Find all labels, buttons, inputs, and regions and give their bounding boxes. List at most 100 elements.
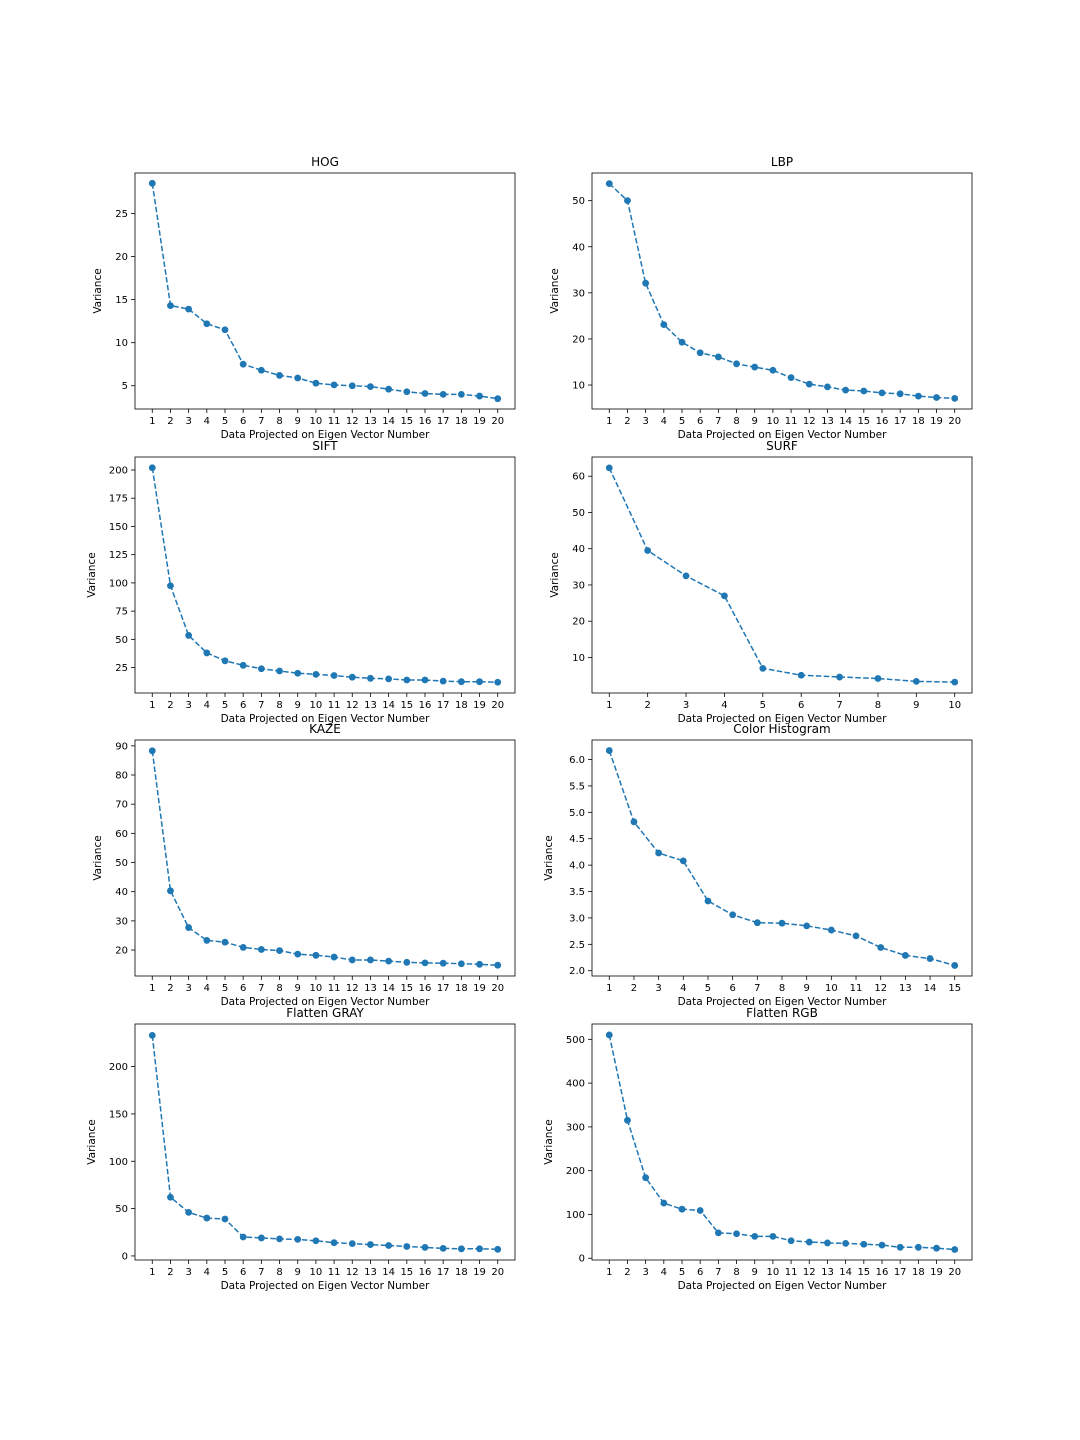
data-point (203, 1214, 211, 1222)
x-tick-label: 4 (661, 416, 667, 427)
data-point (896, 1243, 904, 1251)
x-tick-label: 11 (850, 983, 863, 994)
y-axis-label: Variance (86, 552, 98, 597)
y-tick-label: 4.0 (569, 861, 585, 872)
x-tick-label: 6 (240, 416, 246, 427)
data-point (912, 677, 920, 685)
x-tick-label: 2 (624, 1267, 630, 1278)
y-tick-label: 40 (572, 544, 585, 555)
x-tick-label: 17 (437, 700, 450, 711)
data-point (644, 547, 652, 554)
data-point (933, 394, 940, 401)
y-tick-label: 5 (122, 381, 128, 392)
x-tick-label: 5 (222, 983, 228, 994)
data-point (660, 1199, 668, 1207)
y-tick-label: 30 (572, 288, 585, 299)
data-point (805, 380, 813, 388)
data-point (805, 1238, 813, 1246)
x-tick-label: 1 (606, 983, 612, 994)
x-tick-label: 3 (655, 983, 661, 994)
chart-title: Flatten GRAY (286, 1006, 364, 1020)
x-tick-label: 6 (240, 1267, 246, 1278)
data-point (185, 1208, 193, 1216)
x-tick-label: 11 (328, 1267, 341, 1278)
x-tick-label: 1 (606, 700, 612, 711)
y-tick-label: 200 (109, 1062, 128, 1073)
x-tick-label: 15 (948, 983, 961, 994)
x-tick-label: 17 (437, 1267, 450, 1278)
x-tick-label: 8 (779, 983, 785, 994)
y-tick-label: 10 (115, 338, 128, 349)
x-tick-label: 1 (606, 416, 612, 427)
x-tick-label: 18 (455, 416, 468, 427)
x-tick-label: 10 (825, 983, 838, 994)
x-tick-label: 3 (185, 416, 191, 427)
data-point (167, 887, 174, 895)
x-tick-label: 5 (222, 1267, 228, 1278)
data-point (605, 180, 613, 188)
x-tick-label: 8 (276, 1267, 282, 1278)
data-point (878, 389, 886, 397)
y-tick-label: 20 (572, 334, 585, 345)
data-point (239, 360, 247, 368)
data-point (901, 952, 909, 959)
x-tick-label: 19 (473, 1267, 486, 1278)
data-point (696, 1207, 704, 1214)
x-tick-label: 3 (642, 416, 648, 427)
data-point (494, 395, 502, 403)
data-point (239, 661, 247, 669)
data-point (605, 747, 613, 754)
y-tick-label: 20 (115, 252, 128, 263)
x-tick-label: 16 (419, 416, 432, 427)
x-tick-label: 3 (683, 700, 689, 711)
data-point (148, 464, 156, 472)
y-tick-label: 2.0 (569, 966, 585, 977)
y-tick-label: 3.0 (569, 913, 585, 924)
x-tick-label: 13 (364, 700, 377, 711)
y-tick-label: 6.0 (569, 755, 585, 766)
data-point (624, 197, 631, 205)
data-point (860, 1240, 868, 1248)
x-tick-label: 14 (839, 1267, 852, 1278)
plot-frame (591, 1023, 973, 1261)
x-tick-label: 16 (419, 1267, 432, 1278)
data-point (642, 279, 650, 287)
data-point (926, 955, 934, 962)
data-point (494, 1245, 502, 1253)
data-point (457, 1245, 465, 1253)
x-tick-label: 3 (642, 1267, 648, 1278)
x-tick-label: 15 (857, 1267, 870, 1278)
data-point (403, 1243, 411, 1250)
data-point (239, 944, 247, 951)
data-point (733, 1230, 740, 1238)
plot-frame (134, 1023, 516, 1261)
series-line (608, 750, 955, 967)
y-axis-label: Variance (92, 268, 104, 313)
x-tick-label: 13 (899, 983, 912, 994)
data-point (457, 678, 465, 686)
x-axis-label: Data Projected on Eigen Vector Number (221, 429, 431, 441)
x-tick-label: 8 (875, 700, 881, 711)
y-tick-label: 50 (115, 858, 128, 869)
y-tick-label: 200 (109, 465, 128, 476)
data-point (787, 1237, 795, 1245)
x-tick-label: 1 (149, 700, 155, 711)
x-tick-label: 6 (729, 983, 735, 994)
data-point (679, 857, 687, 865)
data-point (276, 372, 283, 379)
x-tick-label: 3 (185, 983, 191, 994)
x-tick-label: 12 (874, 983, 887, 994)
data-point (803, 922, 811, 930)
plot-frame (591, 456, 973, 694)
data-point (421, 1244, 429, 1251)
y-tick-label: 5.0 (569, 808, 585, 819)
x-tick-label: 12 (346, 416, 359, 427)
x-tick-label: 2 (644, 700, 650, 711)
y-tick-label: 20 (572, 617, 585, 628)
data-point (836, 673, 843, 681)
data-point (476, 392, 483, 400)
y-tick-label: 125 (109, 550, 128, 561)
x-tick-label: 17 (437, 983, 450, 994)
